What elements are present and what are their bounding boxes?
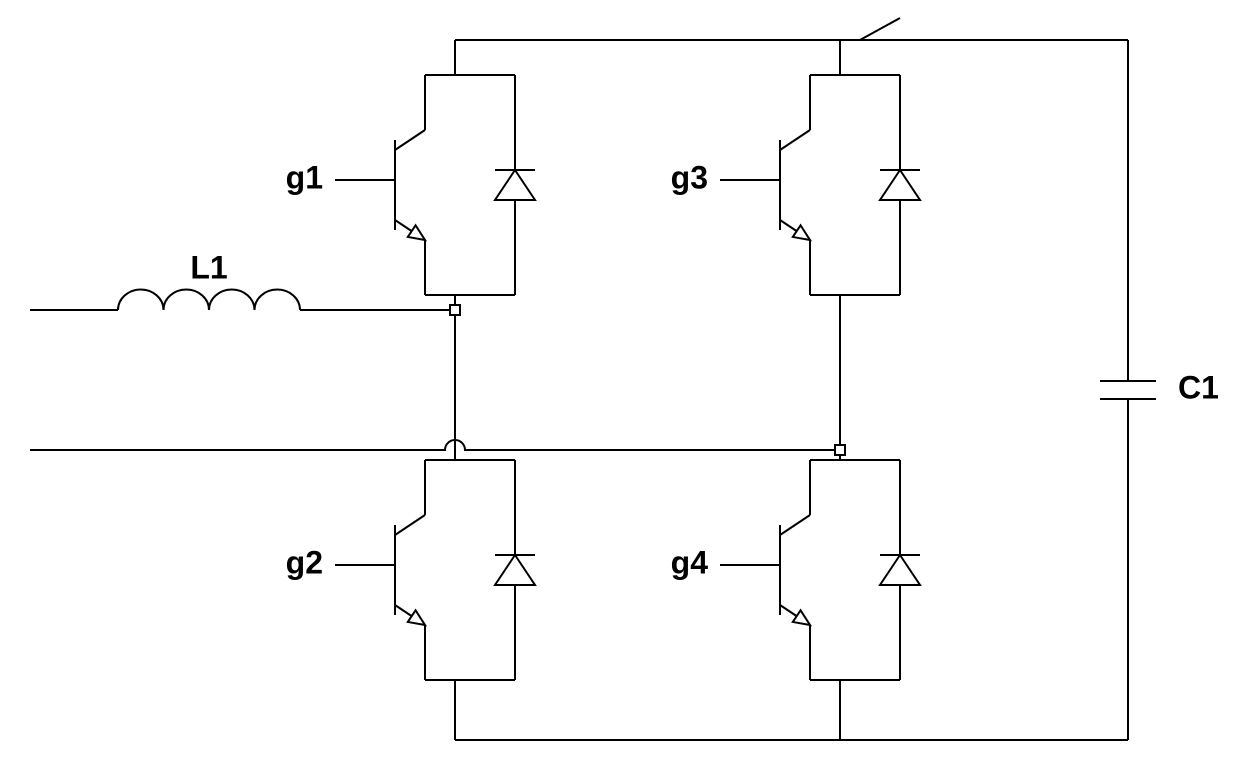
node-right-mid — [835, 445, 845, 455]
igbt-q1 — [335, 75, 535, 295]
capacitor-label: C1 — [1178, 369, 1219, 405]
node-left-mid — [450, 305, 460, 315]
igbt-q3-gate-label: g3 — [671, 159, 708, 195]
inductor-l1 — [118, 290, 300, 310]
igbt-q4 — [720, 460, 920, 680]
igbt-q1-gate-label: g1 — [286, 159, 323, 195]
igbt-q3 — [720, 75, 920, 295]
igbt-q2 — [335, 460, 535, 680]
inductor-label: L1 — [190, 249, 227, 285]
igbt-q2-gate-label: g2 — [286, 544, 323, 580]
capacitor-c1 — [1100, 381, 1156, 399]
igbt-q4-gate-label: g4 — [671, 544, 709, 580]
